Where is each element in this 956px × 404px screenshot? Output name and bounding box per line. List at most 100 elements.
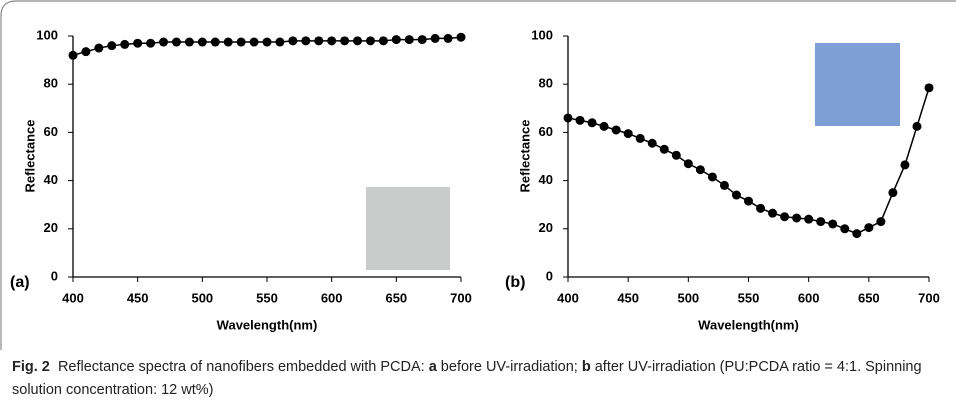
- x-tick-label: 650: [858, 290, 880, 305]
- x-tick-label: 500: [191, 290, 213, 305]
- y-tick-label: 80: [539, 76, 553, 91]
- data-point: [197, 37, 207, 47]
- data-point: [744, 196, 753, 206]
- data-point: [671, 150, 681, 160]
- x-tick-label: 700: [450, 290, 472, 305]
- x-axis-title: Wavelength(nm): [217, 317, 318, 332]
- data-point: [365, 36, 375, 46]
- x-tick-label: 700: [918, 290, 940, 305]
- caption-key: a: [428, 359, 437, 375]
- data-point: [828, 219, 838, 229]
- data-point: [159, 37, 169, 47]
- data-point: [353, 36, 363, 46]
- data-point: [275, 37, 285, 47]
- data-point: [659, 144, 669, 154]
- x-tick-label: 550: [738, 290, 760, 305]
- caption-text: after UV-irradiation (PU:PCDA ratio = 4:…: [12, 359, 922, 398]
- data-point: [563, 113, 573, 123]
- data-point: [94, 43, 104, 53]
- data-point: [301, 36, 311, 46]
- data-point: [262, 37, 272, 47]
- y-tick-label: 60: [539, 124, 553, 139]
- data-point: [840, 224, 850, 234]
- data-point: [852, 229, 862, 239]
- data-point: [120, 39, 130, 49]
- data-point: [611, 125, 621, 135]
- data-point: [133, 38, 143, 48]
- x-tick-label: 500: [677, 290, 699, 305]
- data-point: [443, 33, 453, 43]
- data-point: [756, 203, 766, 213]
- y-tick-label: 20: [44, 220, 58, 235]
- x-tick-label: 400: [62, 290, 84, 305]
- data-point: [171, 37, 181, 47]
- data-point: [647, 138, 657, 148]
- data-point: [780, 212, 790, 222]
- panel-label: (b): [505, 274, 525, 291]
- panel-label: (a): [10, 274, 30, 291]
- x-tick-label: 450: [617, 290, 639, 305]
- caption-text: before UV-irradiation;: [436, 359, 582, 375]
- data-point: [288, 36, 298, 46]
- data-point: [623, 129, 633, 139]
- y-tick-label: 20: [539, 220, 553, 235]
- y-tick-label: 100: [531, 27, 553, 42]
- data-point: [430, 33, 440, 43]
- data-point: [768, 208, 778, 218]
- data-point: [236, 37, 246, 47]
- data-point: [81, 47, 91, 57]
- data-point: [804, 214, 814, 224]
- data-point: [417, 35, 427, 45]
- data-point: [695, 165, 705, 175]
- data-point: [707, 172, 717, 182]
- y-tick-label: 40: [539, 172, 553, 187]
- data-point: [900, 160, 910, 170]
- data-point: [456, 32, 466, 42]
- data-point: [924, 83, 934, 93]
- data-point: [864, 223, 874, 233]
- data-point: [876, 217, 886, 227]
- data-point: [792, 213, 802, 223]
- data-point: [599, 121, 609, 131]
- data-point: [719, 180, 729, 190]
- data-point: [249, 37, 259, 47]
- data-point: [391, 35, 401, 45]
- y-tick-label: 100: [36, 27, 58, 42]
- frame: [0, 0, 956, 350]
- data-point: [587, 118, 597, 128]
- y-tick-label: 60: [44, 124, 58, 139]
- x-tick-label: 600: [321, 290, 343, 305]
- data-point: [327, 36, 337, 46]
- data-point: [378, 36, 388, 46]
- data-point: [888, 188, 898, 198]
- data-point: [404, 35, 414, 45]
- x-tick-label: 550: [256, 290, 278, 305]
- caption-label: Fig. 2: [12, 359, 50, 375]
- y-tick-label: 80: [44, 76, 58, 91]
- data-point: [575, 115, 585, 125]
- x-axis-title: Wavelength(nm): [698, 317, 799, 332]
- x-tick-label: 450: [127, 290, 149, 305]
- caption-text: Reflectance spectra of nanofibers embedd…: [57, 359, 429, 375]
- data-point: [683, 159, 693, 169]
- caption: Fig. 2 Reflectance spectra of nanofibers…: [12, 356, 947, 402]
- data-point: [314, 36, 324, 46]
- data-point: [816, 217, 826, 227]
- y-axis-title: Reflectance: [22, 120, 37, 193]
- y-tick-label: 0: [546, 268, 553, 283]
- data-point: [731, 190, 741, 200]
- data-point: [912, 121, 922, 131]
- y-tick-label: 40: [44, 172, 58, 187]
- inset-sample-b: [815, 43, 900, 126]
- caption-key: b: [581, 359, 591, 375]
- data-point: [223, 37, 233, 47]
- data-point: [210, 37, 220, 47]
- y-tick-label: 0: [51, 268, 58, 283]
- data-point: [184, 37, 194, 47]
- data-point: [340, 36, 350, 46]
- x-tick-label: 600: [798, 290, 820, 305]
- x-tick-label: 650: [385, 290, 407, 305]
- inset-sample-a: [366, 187, 450, 270]
- data-point: [68, 50, 78, 60]
